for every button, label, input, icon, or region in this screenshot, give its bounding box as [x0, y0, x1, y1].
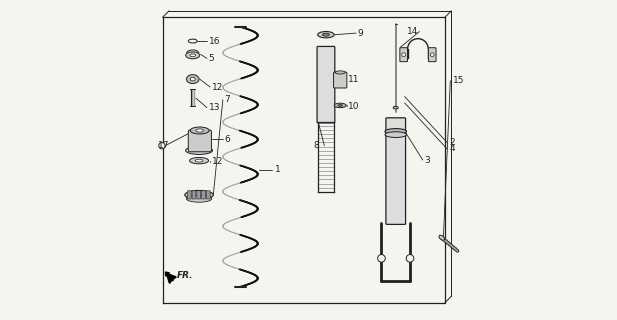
Ellipse shape [186, 75, 199, 84]
Ellipse shape [186, 147, 212, 155]
Ellipse shape [385, 129, 407, 134]
Ellipse shape [186, 52, 200, 59]
Text: 10: 10 [348, 101, 360, 111]
FancyBboxPatch shape [386, 118, 405, 224]
Ellipse shape [338, 105, 342, 106]
Ellipse shape [318, 32, 334, 38]
Ellipse shape [189, 157, 209, 164]
FancyBboxPatch shape [188, 130, 212, 152]
Text: 8: 8 [314, 141, 320, 150]
FancyBboxPatch shape [334, 72, 347, 88]
Text: 13: 13 [209, 103, 220, 112]
Ellipse shape [196, 129, 204, 132]
FancyBboxPatch shape [206, 191, 210, 199]
Ellipse shape [190, 77, 195, 81]
Circle shape [430, 53, 434, 57]
Text: 12: 12 [212, 83, 223, 92]
Ellipse shape [190, 127, 209, 134]
FancyBboxPatch shape [317, 46, 335, 123]
Text: 4: 4 [450, 144, 455, 153]
FancyBboxPatch shape [192, 191, 196, 199]
Text: 2: 2 [450, 138, 455, 147]
Text: 1: 1 [275, 165, 281, 174]
Text: 3: 3 [424, 156, 430, 164]
Ellipse shape [195, 159, 203, 162]
Text: 15: 15 [453, 76, 465, 85]
Text: FR.: FR. [177, 271, 194, 280]
Text: 16: 16 [209, 36, 220, 45]
Ellipse shape [190, 54, 196, 57]
Ellipse shape [335, 71, 346, 74]
Ellipse shape [439, 235, 444, 240]
Text: 12: 12 [212, 157, 223, 166]
FancyBboxPatch shape [188, 191, 191, 199]
Ellipse shape [385, 132, 407, 138]
Circle shape [159, 142, 165, 149]
FancyBboxPatch shape [400, 48, 407, 62]
FancyBboxPatch shape [202, 191, 205, 199]
Circle shape [406, 254, 414, 262]
FancyBboxPatch shape [197, 191, 201, 199]
Text: 6: 6 [225, 135, 230, 144]
Ellipse shape [393, 106, 399, 109]
Ellipse shape [323, 33, 329, 36]
Ellipse shape [334, 103, 346, 108]
FancyBboxPatch shape [428, 48, 436, 62]
Ellipse shape [188, 39, 197, 43]
Ellipse shape [186, 195, 212, 202]
Text: 7: 7 [225, 95, 230, 104]
Text: 5: 5 [209, 54, 214, 63]
Text: 14: 14 [407, 27, 418, 36]
Text: 9: 9 [358, 28, 363, 38]
Circle shape [378, 254, 385, 262]
Text: 17: 17 [158, 141, 169, 150]
Ellipse shape [184, 190, 213, 199]
Text: 11: 11 [348, 75, 360, 84]
Circle shape [402, 53, 405, 57]
